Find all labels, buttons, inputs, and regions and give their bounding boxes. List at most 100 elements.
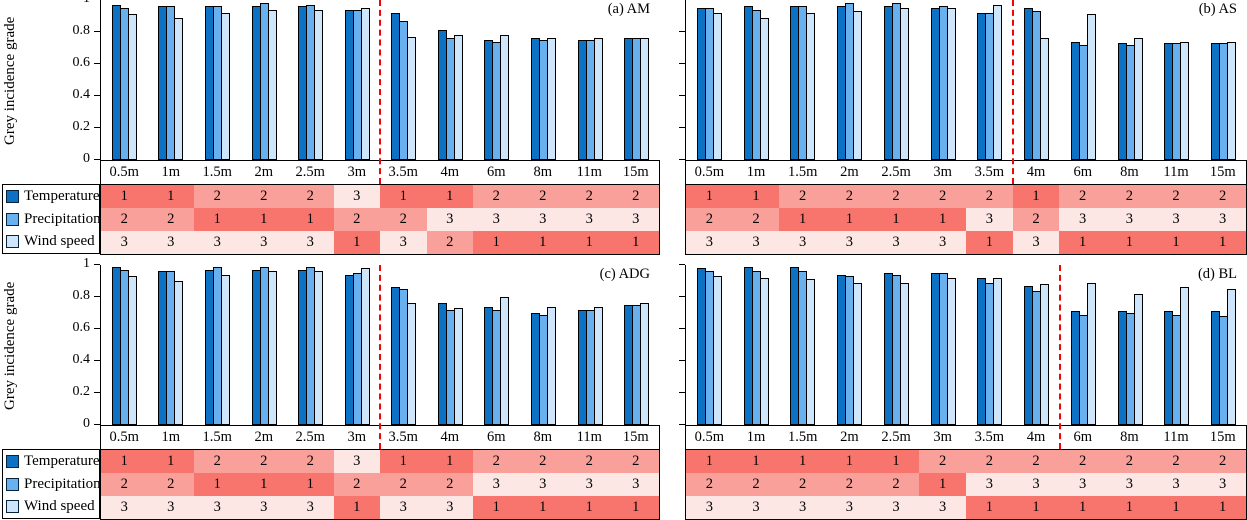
rank-cell: 3 xyxy=(380,231,427,254)
divider-line xyxy=(379,265,381,449)
bar-group xyxy=(474,265,521,425)
rank-cell: 3 xyxy=(240,496,287,519)
rank-cell: 1 xyxy=(194,208,241,231)
legend-item-precipitation: Precipitation xyxy=(3,208,101,231)
legend-item-temperature: Temperature xyxy=(3,185,100,208)
rank-cell: 3 xyxy=(147,231,194,254)
rank-cell: 3 xyxy=(240,231,287,254)
bar-wind-speed xyxy=(546,306,556,425)
bar-group xyxy=(920,265,967,425)
rank-cell: 1 xyxy=(1106,231,1153,254)
chart-main: (b) AS 0.5m 1m 1.5m 2m 2.5m 3m 3.5m 4m 6m 8m 11m 15… xyxy=(685,0,1247,255)
bar-group xyxy=(1107,0,1154,160)
divider-line xyxy=(1011,0,1014,184)
rank-cell: 1 xyxy=(519,496,566,519)
bar-group xyxy=(1060,265,1107,425)
bar-group xyxy=(334,0,381,160)
bar-wind-speed xyxy=(174,17,184,160)
bar-group xyxy=(287,0,334,160)
rank-cell: 1 xyxy=(333,231,380,254)
y-tick-mark xyxy=(94,424,100,425)
bar-wind-speed xyxy=(1133,38,1143,160)
rank-cell: 1 xyxy=(732,450,780,473)
rank-cell: 3 xyxy=(1199,208,1246,231)
panel-title: (c) ADG xyxy=(599,266,650,282)
rank-cell: 2 xyxy=(380,208,427,231)
bar-wind-speed xyxy=(1180,287,1190,425)
rank-cell: 1 xyxy=(966,496,1013,519)
x-tick-label: 8m xyxy=(1120,164,1139,180)
bar-group xyxy=(967,265,1014,425)
legend: Temperature Precipitation Wind speed xyxy=(2,449,101,519)
rank-cell: 1 xyxy=(779,450,826,473)
x-tick-label: 4m xyxy=(440,429,460,445)
rank-cell: 3 xyxy=(1152,208,1200,231)
panel-d-bl: (d) BL 0.5m 1m 1.5m 2m 2.5m 3m 3.5m 4m 6m 8m 11m 15… xyxy=(660,264,1247,520)
y-axis-gutter xyxy=(660,0,685,255)
bar-wind-speed xyxy=(314,271,324,425)
rank-cell: 1 xyxy=(380,185,427,208)
x-tick-label: 4m xyxy=(1026,429,1046,445)
rank-cell: 3 xyxy=(287,496,334,519)
rank-cell: 3 xyxy=(333,185,380,208)
rank-cell: 2 xyxy=(566,450,613,473)
bar-wind-speed xyxy=(220,274,230,425)
legend-label: Temperature xyxy=(24,187,100,204)
legend-label: Precipitation xyxy=(24,210,101,227)
bar-group xyxy=(780,0,827,160)
bar-group xyxy=(194,0,241,160)
rank-cell: 2 xyxy=(194,185,241,208)
y-tick-label: 0.4 xyxy=(72,352,91,367)
rank-cell: 2 xyxy=(966,185,1013,208)
rank-cell: 1 xyxy=(333,496,380,519)
rank-cell: 1 xyxy=(147,185,194,208)
x-tick-label: 2.5m xyxy=(295,429,325,445)
bar-group xyxy=(920,0,967,160)
rank-cell: 1 xyxy=(732,185,780,208)
bar-group xyxy=(1154,0,1201,160)
x-tick-label: 4m xyxy=(440,164,460,180)
rank-cell: 2 xyxy=(240,450,287,473)
legend-item-precipitation: Precipitation xyxy=(3,473,101,496)
rank-cell: 2 xyxy=(333,473,380,496)
rank-cell: 2 xyxy=(686,208,733,231)
rank-cell: 3 xyxy=(612,473,659,496)
bar-group xyxy=(241,0,288,160)
rank-cell: 3 xyxy=(333,450,380,473)
bar-group xyxy=(613,265,660,425)
rank-cell: 3 xyxy=(919,231,966,254)
temperature-swatch-icon xyxy=(6,454,19,468)
bar-wind-speed xyxy=(993,4,1003,160)
rank-cell: 3 xyxy=(1199,473,1246,496)
rank-cell: 2 xyxy=(519,185,566,208)
y-tick-mark xyxy=(679,63,685,64)
bar-group xyxy=(826,265,873,425)
rank-cell: 2 xyxy=(240,185,287,208)
y-axis-ticks: 1 0.8 0.6 0.4 0.2 0 xyxy=(0,256,100,431)
bar-wind-speed xyxy=(453,35,463,160)
rank-cell: 2 xyxy=(1106,185,1153,208)
y-tick-label: 0.2 xyxy=(72,384,91,399)
rank-cell: 1 xyxy=(686,450,733,473)
bar-wind-speed xyxy=(220,12,230,160)
x-tick-label: 6m xyxy=(1073,164,1092,180)
x-tick-label: 0.5m xyxy=(694,164,725,180)
rank-cell: 3 xyxy=(1012,473,1060,496)
x-tick-label: 15m xyxy=(1209,429,1236,445)
x-tick-label: 3m xyxy=(933,164,952,180)
x-tick-label: 3.5m xyxy=(974,164,1005,180)
rank-cell: 3 xyxy=(101,231,148,254)
rank-cell: 3 xyxy=(732,496,780,519)
x-tick-label: 8m xyxy=(533,429,553,445)
x-tick-label: 2.5m xyxy=(881,164,911,180)
x-tick-label: 2m xyxy=(840,164,859,180)
rank-cell: 3 xyxy=(1106,208,1153,231)
x-tick-label: 3m xyxy=(933,429,952,445)
panel-title: (a) AM xyxy=(607,1,650,17)
rank-cell: 2 xyxy=(919,185,966,208)
rank-cell: 2 xyxy=(426,231,473,254)
rank-cell: 2 xyxy=(473,450,520,473)
legend-label: Temperature xyxy=(24,452,100,469)
